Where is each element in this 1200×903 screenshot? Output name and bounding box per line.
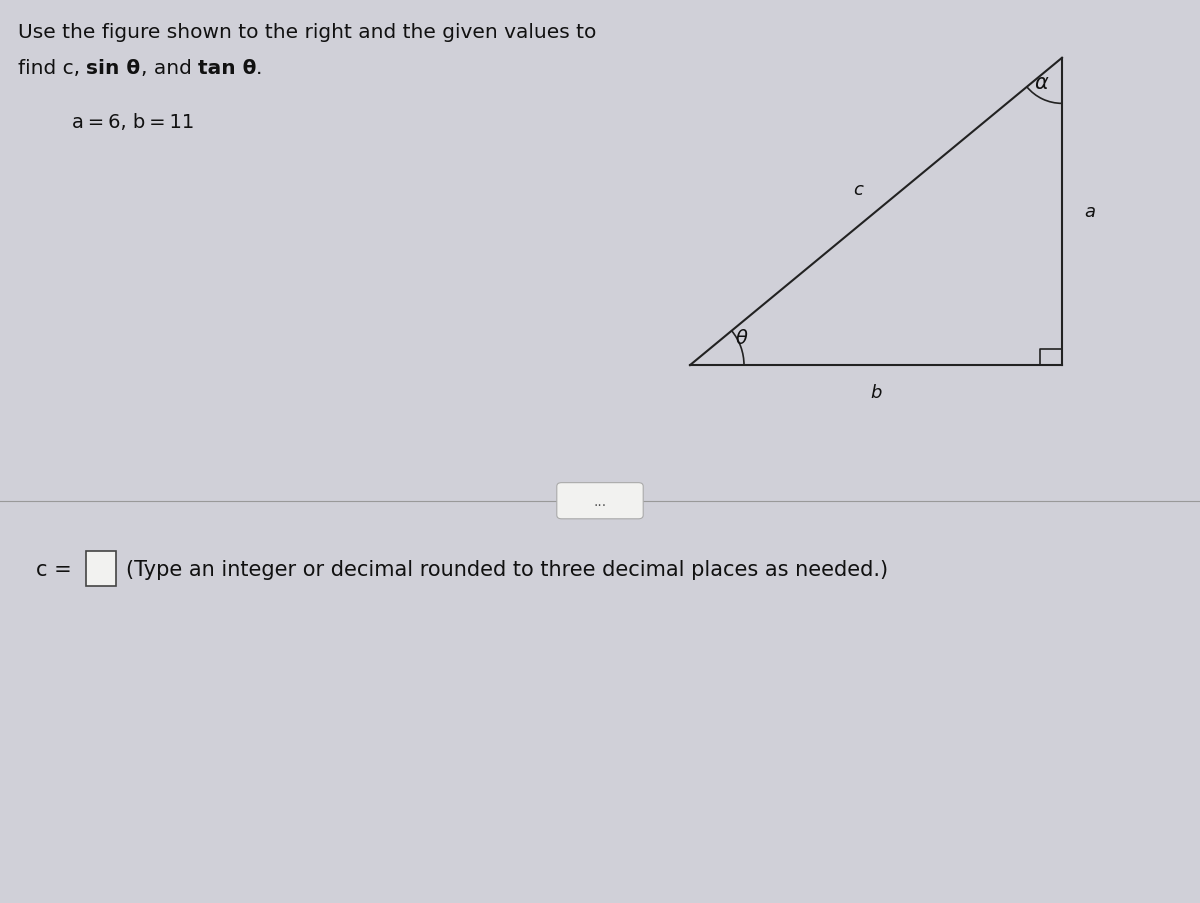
FancyBboxPatch shape [557, 483, 643, 519]
Text: $\alpha$: $\alpha$ [1034, 73, 1049, 93]
Text: tan θ: tan θ [198, 59, 257, 78]
Text: Use the figure shown to the right and the given values to: Use the figure shown to the right and th… [18, 23, 596, 42]
Text: b: b [870, 384, 882, 402]
Text: find c,: find c, [18, 59, 86, 78]
FancyBboxPatch shape [86, 552, 116, 586]
Text: c =: c = [36, 559, 72, 579]
Text: .: . [257, 59, 263, 78]
Text: c: c [853, 181, 863, 199]
Text: a = 6, b = 11: a = 6, b = 11 [72, 113, 194, 132]
Text: sin θ: sin θ [86, 59, 140, 78]
Text: a: a [1084, 203, 1096, 221]
Text: , and: , and [140, 59, 198, 78]
Text: $\theta$: $\theta$ [734, 329, 749, 349]
Text: (Type an integer or decimal rounded to three decimal places as needed.): (Type an integer or decimal rounded to t… [126, 559, 888, 579]
Text: ...: ... [594, 494, 606, 508]
